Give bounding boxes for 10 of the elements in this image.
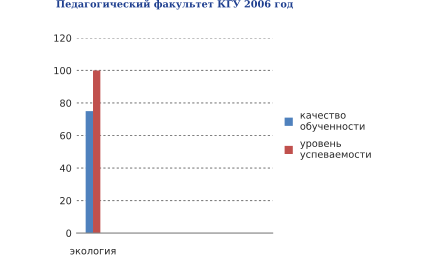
y-tick-label: 60	[60, 132, 72, 140]
x-tick-label: экология	[70, 248, 116, 254]
y-tick-label: 100	[54, 66, 72, 74]
legend-label: уровень успеваемости	[300, 141, 371, 160]
legend-label: качество обученности	[300, 113, 364, 132]
y-tick-label: 0	[66, 230, 72, 237]
y-tick-label: 20	[60, 197, 72, 204]
y-tick-label: 80	[60, 99, 72, 107]
y-tick-label: 120	[54, 34, 72, 42]
y-tick-label: 40	[60, 164, 72, 172]
